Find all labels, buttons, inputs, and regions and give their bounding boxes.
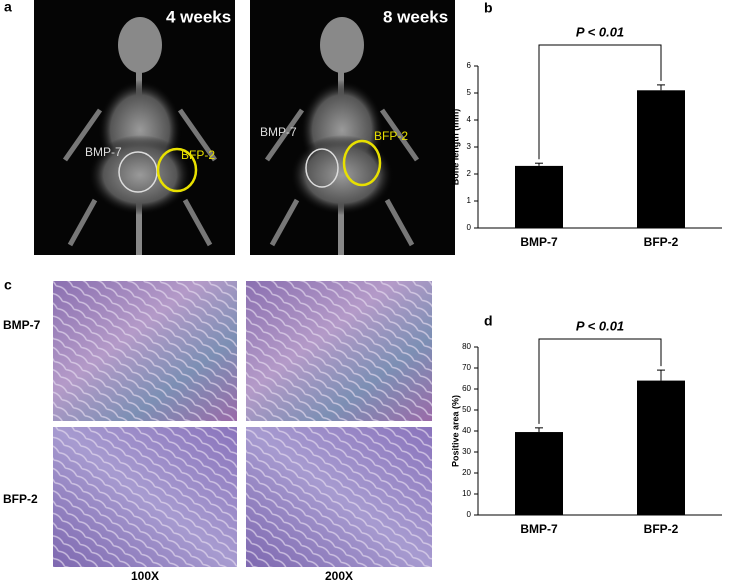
significance-bracket <box>538 44 662 160</box>
bar <box>637 380 685 515</box>
panel-label: c <box>4 277 12 293</box>
y-tick-label: 2 <box>467 169 472 178</box>
x-tick-label: BMP-7 <box>520 522 558 536</box>
x-tick-label: BMP-7 <box>520 235 558 249</box>
xray-label: BMP-7 <box>260 125 297 139</box>
xray-label: BFP-2 <box>181 148 215 162</box>
y-tick-label: 0 <box>467 510 472 519</box>
y-tick-label: 30 <box>462 447 471 456</box>
panel-label: a <box>4 0 12 15</box>
y-tick-label: 3 <box>467 142 472 151</box>
panel-label: b <box>484 0 493 16</box>
row-label: BFP-2 <box>3 492 38 506</box>
column-label: 100X <box>131 569 159 583</box>
histology-images <box>53 281 432 567</box>
y-tick-label: 70 <box>462 363 471 372</box>
y-tick-label: 6 <box>467 61 472 70</box>
panel-label: d <box>484 313 493 329</box>
y-tick-label: 5 <box>467 88 472 97</box>
y-axis-label: Positive area (%) <box>450 395 460 467</box>
y-tick-label: 10 <box>462 489 471 498</box>
y-tick-label: 40 <box>462 426 471 435</box>
row-label: BMP-7 <box>3 318 41 332</box>
y-tick-label: 80 <box>462 342 471 351</box>
bar <box>637 90 685 228</box>
y-tick-label: 4 <box>467 115 472 124</box>
xray-label: BFP-2 <box>374 129 408 143</box>
bar <box>515 432 563 515</box>
y-tick-label: 0 <box>467 223 472 232</box>
annotation: P < 0.01 <box>576 24 624 39</box>
x-tick-label: BFP-2 <box>644 522 679 536</box>
xray-image: 4 weeks BMP-7 BFP-2 <box>34 0 235 255</box>
xray-image: 8 weeks BMP-7 BFP-2 <box>250 0 455 255</box>
bar <box>515 165 563 228</box>
x-tick-label: BFP-2 <box>644 235 679 249</box>
column-label: 200X <box>325 569 353 583</box>
xray-time: 4 weeks <box>166 7 231 26</box>
significance-bracket <box>538 338 662 424</box>
y-tick-label: 60 <box>462 384 471 393</box>
y-axis-label: Bone length (mm) <box>450 109 460 186</box>
y-tick-label: 20 <box>462 468 471 477</box>
annotation: P < 0.01 <box>576 318 624 333</box>
xray-label: BMP-7 <box>85 145 122 159</box>
y-tick-label: 1 <box>467 196 472 205</box>
xray-time: 8 weeks <box>383 7 448 26</box>
y-tick-label: 50 <box>462 405 471 414</box>
